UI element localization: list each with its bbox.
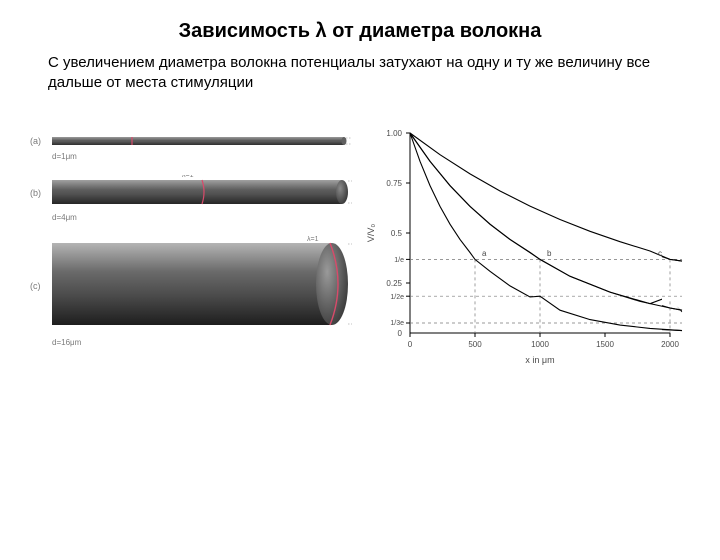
ytick-0.75: 0.75 bbox=[386, 179, 402, 188]
ytick-0.5: 0.5 bbox=[391, 229, 403, 238]
decay-chart-panel: 1.00 0.75 0.5 0.25 0 1/e 1/2e 1/3e bbox=[360, 118, 690, 381]
fiber-c-label: (c) bbox=[30, 281, 52, 291]
page-subtitle: С увеличением диаметра волокна потенциал… bbox=[0, 53, 720, 92]
curve-b bbox=[410, 133, 682, 312]
curve-label-a: a bbox=[482, 249, 487, 258]
ytick-1.00: 1.00 bbox=[386, 129, 402, 138]
fiber-c-lambda: λ=1 bbox=[307, 236, 319, 243]
svg-text:0: 0 bbox=[408, 340, 413, 349]
svg-text:500: 500 bbox=[468, 340, 482, 349]
decay-chart: 1.00 0.75 0.5 0.25 0 1/e 1/2e 1/3e bbox=[360, 118, 690, 378]
ytick-1e: 1/e bbox=[394, 257, 404, 264]
fiber-b-label: (b) bbox=[30, 188, 52, 198]
page-title: Зависимость λ от диаметра волокна bbox=[0, 20, 720, 43]
fiber-a-lambda: λ=1 bbox=[112, 132, 124, 137]
fiber-a-label: (a) bbox=[30, 136, 52, 146]
fiber-row-a: (a) λ=1 bbox=[30, 132, 360, 150]
ytick-12e: 1/2e bbox=[390, 294, 404, 301]
fiber-row-c: (c) λ=1 bbox=[30, 236, 360, 336]
fiber-c-diam: d=16μm bbox=[52, 338, 360, 347]
curve-c bbox=[410, 133, 682, 261]
curve-label-b: b bbox=[547, 249, 552, 258]
fiber-b-svg: λ=1 bbox=[52, 175, 352, 211]
fiber-a-diam: d=1μm bbox=[52, 152, 360, 161]
fiber-c-svg: λ=1 bbox=[52, 236, 352, 336]
fiber-b-diam: d=4μm bbox=[52, 213, 360, 222]
svg-text:1500: 1500 bbox=[596, 340, 614, 349]
ytick-13e: 1/3e bbox=[390, 320, 404, 327]
curve-label-c: c bbox=[658, 249, 662, 258]
fiber-b-lambda: λ=1 bbox=[182, 175, 194, 179]
curve-b2 bbox=[410, 133, 682, 310]
x-axis-label: x in μm bbox=[525, 355, 554, 365]
ytick-0.25: 0.25 bbox=[386, 279, 402, 288]
svg-text:2000: 2000 bbox=[661, 340, 679, 349]
svg-text:1000: 1000 bbox=[531, 340, 549, 349]
ytick-0: 0 bbox=[398, 329, 403, 338]
fiber-row-b: (b) λ=1 bbox=[30, 175, 360, 211]
fibers-panel: (a) λ=1 d=1μm ( bbox=[30, 118, 360, 381]
y-axis-label: V/V₀ bbox=[366, 224, 376, 243]
fiber-a-svg: λ=1 bbox=[52, 132, 352, 150]
